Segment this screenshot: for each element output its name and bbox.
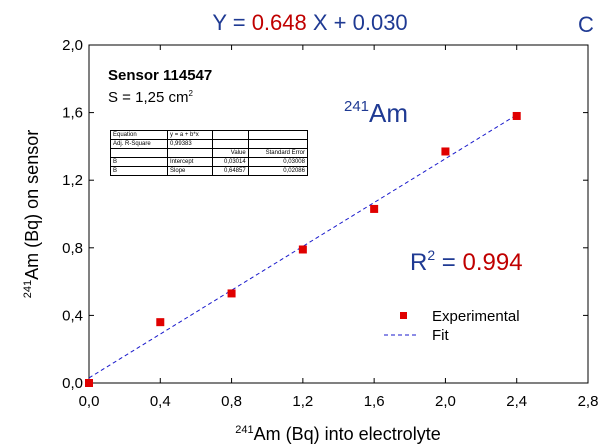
stats-cell: [212, 139, 249, 149]
data-point: [441, 147, 450, 156]
stats-row: Adj. R-Square 0,99383: [110, 139, 309, 149]
y-tick-labels: 0,0 0,4 0,8 1,2 1,6 2,0: [62, 37, 83, 392]
x-axis-title: 241Am (Bq) into electrolyte: [235, 424, 440, 444]
x-tick-label: 0,8: [221, 393, 242, 410]
stats-row: B Intercept 0,03014 0,03008: [110, 157, 309, 167]
data-markers: [85, 111, 521, 387]
data-point: [85, 379, 93, 387]
r2-label: R2 = 0.994: [410, 247, 523, 276]
legend: Experimental Fit: [384, 308, 520, 344]
stats-cell: B: [110, 157, 169, 167]
stats-row: Value Standard Error: [110, 148, 309, 158]
stats-row: Equation y = a + b*x: [110, 130, 309, 140]
stats-cell: [247, 139, 309, 149]
stats-cell: [110, 148, 169, 158]
stats-cell: 0,99383: [167, 139, 214, 149]
stats-cell: 0,02086: [247, 166, 309, 176]
x-tick-label: 2,4: [506, 393, 527, 410]
plot-frame: [88, 44, 589, 384]
data-point: [512, 111, 521, 120]
x-tick-label: 2,8: [578, 393, 599, 410]
x-tick-label: 0,0: [79, 393, 100, 410]
stats-table: Equation y = a + b*x Adj. R-Square 0,99383 V…: [110, 130, 309, 176]
x-tick-label: 1,6: [364, 393, 385, 410]
data-point: [370, 204, 379, 213]
stats-cell: [212, 130, 249, 140]
legend-marker-experimental: [400, 312, 407, 319]
stats-cell: Equation: [110, 130, 169, 140]
y-tick-label: 1,6: [62, 105, 83, 122]
x-tick-label: 2,0: [435, 393, 456, 410]
stats-cell: 0,03014: [212, 157, 249, 167]
stats-cell: [247, 130, 309, 140]
sensor-area: S = 1,25 cm2: [108, 89, 193, 106]
stats-cell: Adj. R-Square: [110, 139, 169, 149]
legend-label-experimental: Experimental: [432, 308, 520, 325]
stats-cell: B: [110, 166, 169, 176]
y-tick-label: 1,2: [62, 172, 83, 189]
y-tick-label: 0,4: [62, 307, 83, 324]
y-tick-label: 2,0: [62, 37, 83, 54]
x-tick-label: 1,2: [292, 393, 313, 410]
y-tick-label: 0,0: [62, 375, 83, 392]
corner-glyph: C: [578, 12, 594, 37]
legend-label-fit: Fit: [432, 327, 449, 344]
stats-cell: Intercept: [167, 157, 214, 167]
data-point: [227, 289, 236, 298]
sensor-title: Sensor 114547: [108, 67, 212, 84]
stats-cell: Value: [212, 148, 249, 158]
stats-row: B Slope 0,64857 0,02086: [110, 166, 309, 176]
data-point: [298, 245, 307, 254]
isotope-label: 241Am: [344, 98, 408, 128]
x-tick-label: 0,4: [150, 393, 171, 410]
y-tick-label: 0,8: [62, 240, 83, 257]
y-axis-title: 241Am (Bq) on sensor: [22, 130, 42, 298]
stats-cell: Standard Error: [247, 148, 309, 158]
x-tick-labels: 0,0 0,4 0,8 1,2 1,6 2,0 2,4 2,8: [79, 393, 599, 410]
stats-cell: Slope: [167, 166, 214, 176]
stats-cell: y = a + b*x: [167, 130, 214, 140]
data-point: [156, 318, 165, 327]
equation-title: Y = 0.648 X + 0.030: [212, 10, 407, 35]
stats-cell: [167, 148, 214, 158]
stats-cell: 0,03008: [247, 157, 309, 167]
stats-cell: 0,64857: [212, 166, 249, 176]
